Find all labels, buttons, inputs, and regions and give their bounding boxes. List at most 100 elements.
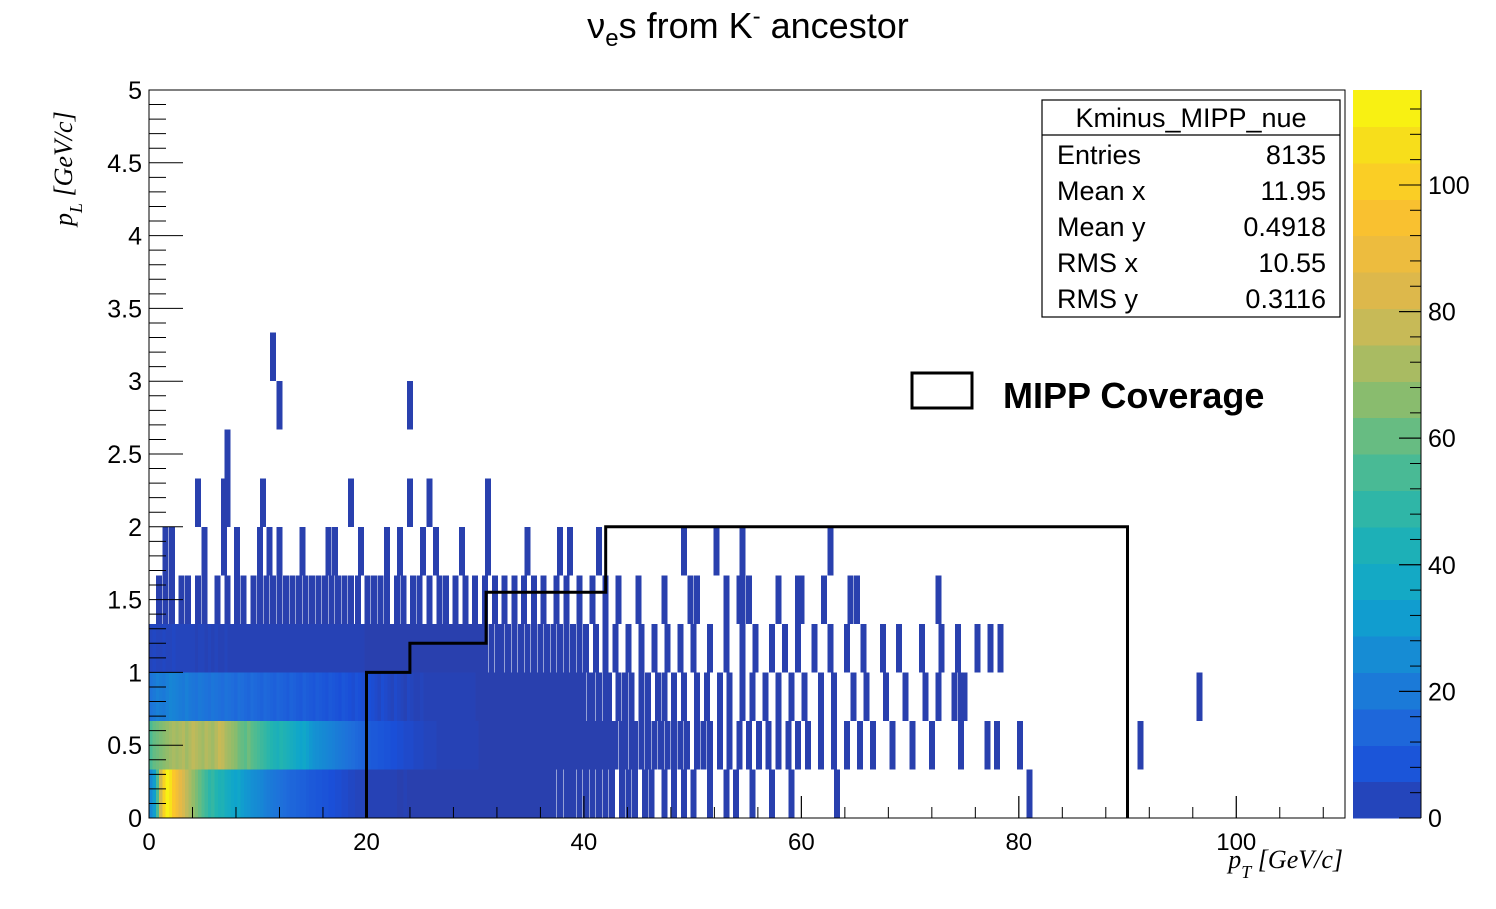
heatmap-cell: [433, 526, 439, 576]
heatmap-cell: [364, 623, 371, 673]
heatmap-cell: [928, 720, 935, 770]
heatmap-cell: [247, 769, 254, 818]
heatmap-cell: [400, 672, 407, 721]
heatmap-cell: [521, 672, 528, 721]
heatmap-cell: [488, 769, 495, 818]
heatmap-cell: [455, 720, 462, 770]
heatmap-cell: [413, 720, 420, 770]
heatmap-cell: [817, 720, 824, 770]
heatmap-cell: [504, 769, 511, 818]
stats-label: Mean x: [1057, 176, 1146, 206]
heatmap-cell: [746, 575, 753, 624]
heatmap-cell: [527, 720, 534, 770]
heatmap-cell: [325, 720, 332, 770]
heatmap-cell: [583, 769, 590, 818]
y-tick-label: 3.5: [107, 295, 142, 323]
heatmap-cell: [299, 672, 306, 721]
heatmap-cell: [475, 720, 482, 770]
heatmap-cell: [844, 623, 850, 673]
heatmap-cell: [804, 720, 811, 770]
heatmap-cell: [468, 672, 475, 721]
heatmap-cell: [563, 575, 570, 624]
heatmap-cell: [367, 769, 374, 818]
heatmap-cell: [482, 623, 488, 673]
heatmap-cell: [694, 720, 700, 770]
heatmap-cell: [221, 623, 227, 673]
heatmap-cell: [393, 769, 400, 818]
heatmap-cell: [524, 672, 531, 721]
heatmap-cell: [504, 720, 511, 770]
heatmap-cell: [680, 526, 687, 576]
heatmap-cell: [576, 720, 583, 770]
heatmap-cell: [426, 720, 433, 770]
heatmap-cell: [635, 575, 642, 624]
heatmap-cell: [716, 672, 723, 721]
heatmap-cell: [517, 623, 524, 673]
heatmap-cell: [221, 526, 227, 576]
heatmap-cell: [406, 769, 413, 818]
heatmap-cell: [338, 672, 345, 721]
heatmap-cell: [266, 526, 273, 576]
heatmap-cell: [299, 623, 306, 673]
heatmap-cell: [318, 672, 325, 721]
heatmap-cell: [746, 720, 753, 770]
heatmap-cell: [315, 720, 322, 770]
heatmap-cell: [296, 623, 302, 673]
heatmap-cell: [429, 623, 436, 673]
heatmap-cell: [482, 672, 488, 721]
heatmap-cell: [240, 769, 247, 818]
heatmap-cell: [716, 720, 723, 770]
heatmap-cell: [299, 720, 306, 770]
y-axis-title: pL [GeV/c]: [49, 111, 86, 228]
heatmap-cell: [230, 623, 237, 673]
stats-value: 0.4918: [1243, 212, 1326, 242]
heatmap-cell: [625, 623, 632, 673]
heatmap-cell: [504, 672, 511, 721]
heatmap-cell: [1026, 769, 1033, 818]
heatmap-cell: [511, 575, 518, 624]
title-nu: ν: [587, 5, 605, 46]
heatmap-cell: [266, 623, 273, 673]
heatmap-cell: [566, 526, 573, 576]
heatmap-cell: [279, 672, 286, 721]
heatmap-cell: [795, 623, 802, 673]
heatmap-cell: [198, 769, 205, 818]
heatmap-cell: [322, 720, 329, 770]
color-scale-band: [1353, 199, 1421, 237]
heatmap-cell: [266, 672, 273, 721]
heatmap-cell: [315, 575, 322, 624]
heatmap-cell: [586, 720, 593, 770]
heatmap-cell: [664, 623, 671, 673]
heatmap-cell: [390, 623, 397, 673]
heatmap-cell: [292, 769, 299, 818]
heatmap-cell: [380, 769, 387, 818]
heatmap-cell: [331, 526, 338, 576]
heatmap-cell: [273, 720, 280, 770]
heatmap-cell: [338, 720, 345, 770]
heatmap-cell: [230, 720, 237, 770]
heatmap-cell: [410, 769, 417, 818]
heatmap-cell: [172, 623, 179, 673]
heatmap-cell: [354, 720, 361, 770]
heatmap-cell: [331, 623, 338, 673]
heatmap-cell: [426, 769, 433, 818]
heatmap-cell: [530, 672, 537, 721]
heatmap-cell: [511, 623, 518, 673]
heatmap-cell: [958, 672, 965, 721]
heatmap-cell: [341, 720, 348, 770]
heatmap-cell: [256, 672, 263, 721]
heatmap-cell: [325, 623, 332, 673]
heatmap-cell: [263, 672, 270, 721]
color-scale-band: [1353, 308, 1421, 346]
heatmap-cell: [459, 720, 466, 770]
heatmap-cell: [638, 672, 645, 721]
heatmap-cell: [230, 769, 237, 818]
heatmap-cell: [208, 769, 214, 818]
heatmap-cell: [462, 575, 469, 624]
heatmap-cell: [263, 769, 270, 818]
heatmap-cell: [338, 769, 345, 818]
heatmap-cell: [700, 720, 707, 770]
heatmap-cell: [371, 672, 378, 721]
heatmap-cell: [159, 623, 165, 673]
color-scale-tick-label: 60: [1428, 425, 1456, 453]
